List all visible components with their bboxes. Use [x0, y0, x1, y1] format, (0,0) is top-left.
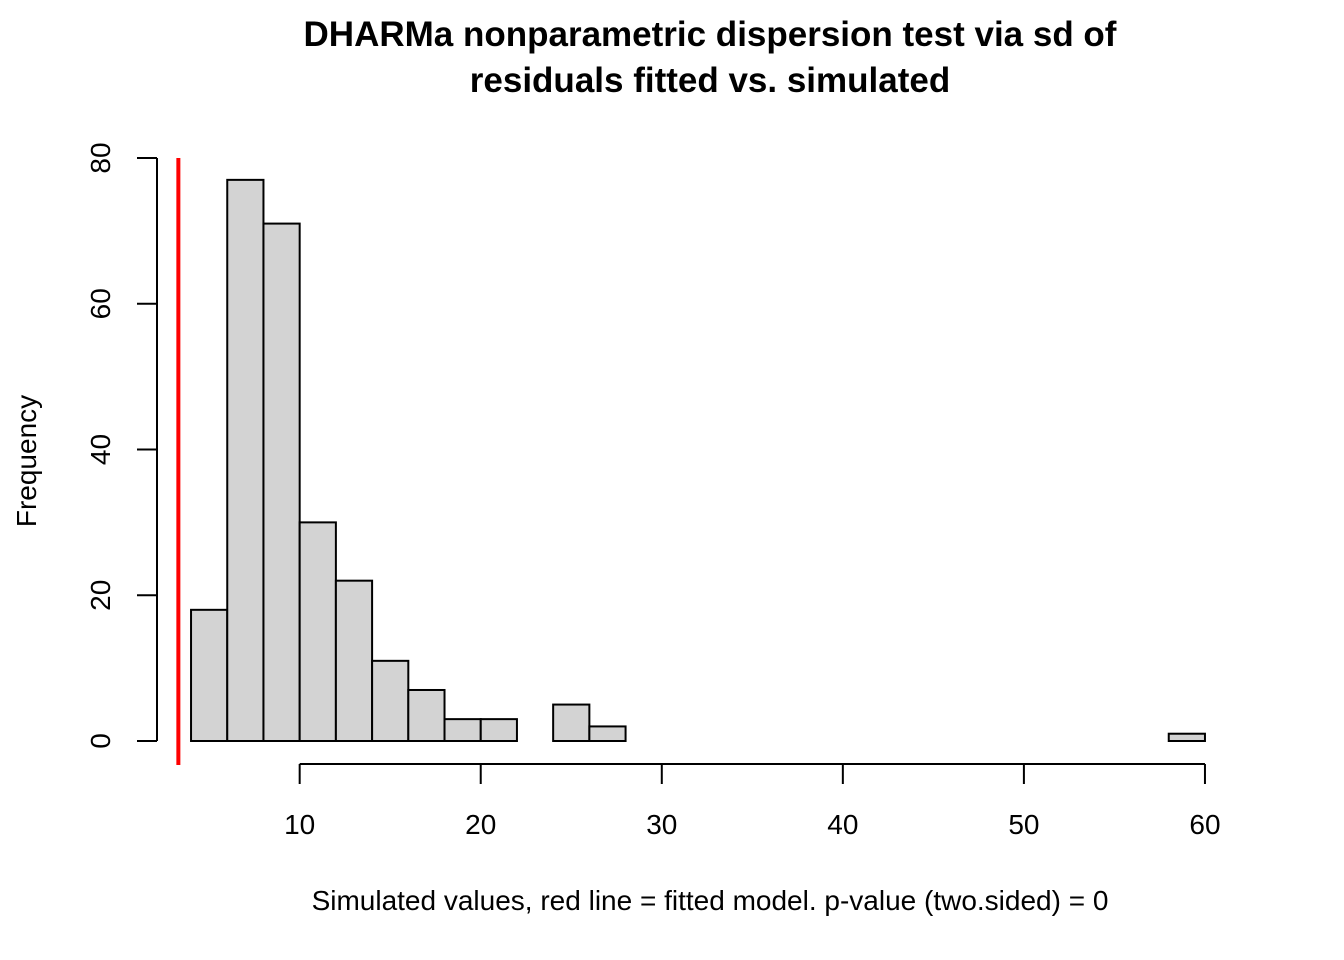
x-tick-label: 40 — [827, 809, 858, 840]
histogram-bar — [1167, 732, 1206, 743]
histogram-bar — [552, 703, 591, 742]
histogram-bars — [190, 178, 1206, 743]
histogram-bar — [588, 725, 627, 742]
y-tick-label: 60 — [85, 288, 116, 319]
histogram-bar — [190, 608, 229, 743]
y-tick-label: 0 — [85, 733, 116, 749]
y-tick-label: 20 — [85, 580, 116, 611]
histogram-bar — [371, 659, 410, 743]
x-tick-label: 10 — [284, 809, 315, 840]
chart-title-line-1: DHARMa nonparametric dispersion test via… — [304, 15, 1117, 54]
histogram-bar — [262, 222, 301, 742]
y-axis-label: Frequency — [11, 395, 42, 527]
chart-title: DHARMa nonparametric dispersion test via… — [304, 15, 1117, 100]
y-tick-label: 40 — [85, 434, 116, 465]
chart-title-line-2: residuals fitted vs. simulated — [470, 61, 950, 100]
histogram-bar — [226, 178, 265, 743]
x-axis: 10 20 30 40 50 60 — [284, 763, 1221, 840]
y-tick-label: 80 — [85, 142, 116, 173]
histogram-bar — [443, 718, 482, 743]
histogram-bar — [334, 579, 374, 742]
y-axis: 0 20 40 60 80 — [85, 142, 158, 749]
histogram-bar — [298, 521, 337, 742]
x-tick-label: 60 — [1189, 809, 1220, 840]
histogram-bar — [407, 688, 446, 742]
x-tick-label: 20 — [465, 809, 496, 840]
histogram-bar — [479, 718, 518, 743]
x-tick-label: 50 — [1008, 809, 1039, 840]
x-tick-label: 30 — [646, 809, 677, 840]
x-axis-label: Simulated values, red line = fitted mode… — [312, 885, 1109, 916]
